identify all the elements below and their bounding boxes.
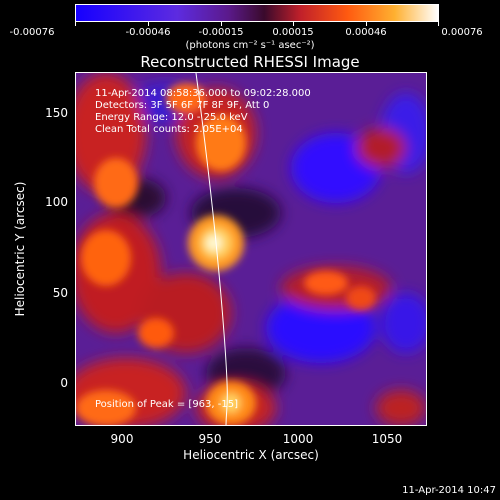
annotation-time-range: 11-Apr-2014 08:58:36.000 to 09:02:28.000 bbox=[95, 88, 311, 99]
annotation-energy: Energy Range: 12.0 - 25.0 keV bbox=[95, 112, 248, 123]
x-tick-label: 1000 bbox=[282, 432, 314, 446]
colorbar-tick-label: -0.00076 bbox=[9, 27, 55, 38]
plot-title: Reconstructed RHESSI Image bbox=[140, 53, 360, 71]
colorbar-tick bbox=[148, 22, 149, 26]
rhessi-image bbox=[75, 72, 427, 426]
colorbar-tick bbox=[438, 22, 439, 26]
x-tick-label: 900 bbox=[110, 432, 134, 446]
annotation-clean: Clean Total counts: 2.05E+04 bbox=[95, 124, 243, 135]
colorbar-tick bbox=[366, 22, 367, 26]
annotation-detectors: Detectors: 3F 5F 6F 7F 8F 9F, Att 0 bbox=[95, 100, 270, 111]
colorbar-tick bbox=[293, 22, 294, 26]
x-tick-label: 1050 bbox=[371, 432, 403, 446]
colorbar-tick-label: 0.00076 bbox=[441, 27, 483, 38]
y-tick-label: 150 bbox=[45, 106, 68, 120]
colorbar-tick-label: 0.00015 bbox=[272, 27, 314, 38]
solar-limb-line bbox=[195, 73, 228, 425]
rhessi-heatmap bbox=[76, 73, 426, 425]
colorbar-tick-label: 0.00046 bbox=[345, 27, 387, 38]
y-tick-label: 100 bbox=[45, 195, 68, 209]
colorbar-tick bbox=[75, 22, 76, 26]
colorbar bbox=[75, 4, 439, 22]
colorbar-tick-label: -0.00046 bbox=[125, 27, 171, 38]
annotation-peak: Position of Peak = [963, -15] bbox=[95, 399, 238, 410]
colorbar-units: (photons cm⁻² s⁻¹ asec⁻²) bbox=[185, 40, 315, 51]
y-tick-label: 0 bbox=[60, 376, 68, 390]
colorbar-gradient bbox=[76, 5, 438, 21]
y-axis-title: Heliocentric Y (arcsec) bbox=[13, 181, 27, 317]
footer-timestamp: 11-Apr-2014 10:47 bbox=[402, 485, 496, 496]
x-axis-title: Heliocentric X (arcsec) bbox=[183, 448, 319, 462]
x-tick-label: 950 bbox=[198, 432, 222, 446]
colorbar-tick bbox=[221, 22, 222, 26]
colorbar-tick-label: -0.00015 bbox=[198, 27, 244, 38]
y-tick-label: 50 bbox=[52, 286, 68, 300]
